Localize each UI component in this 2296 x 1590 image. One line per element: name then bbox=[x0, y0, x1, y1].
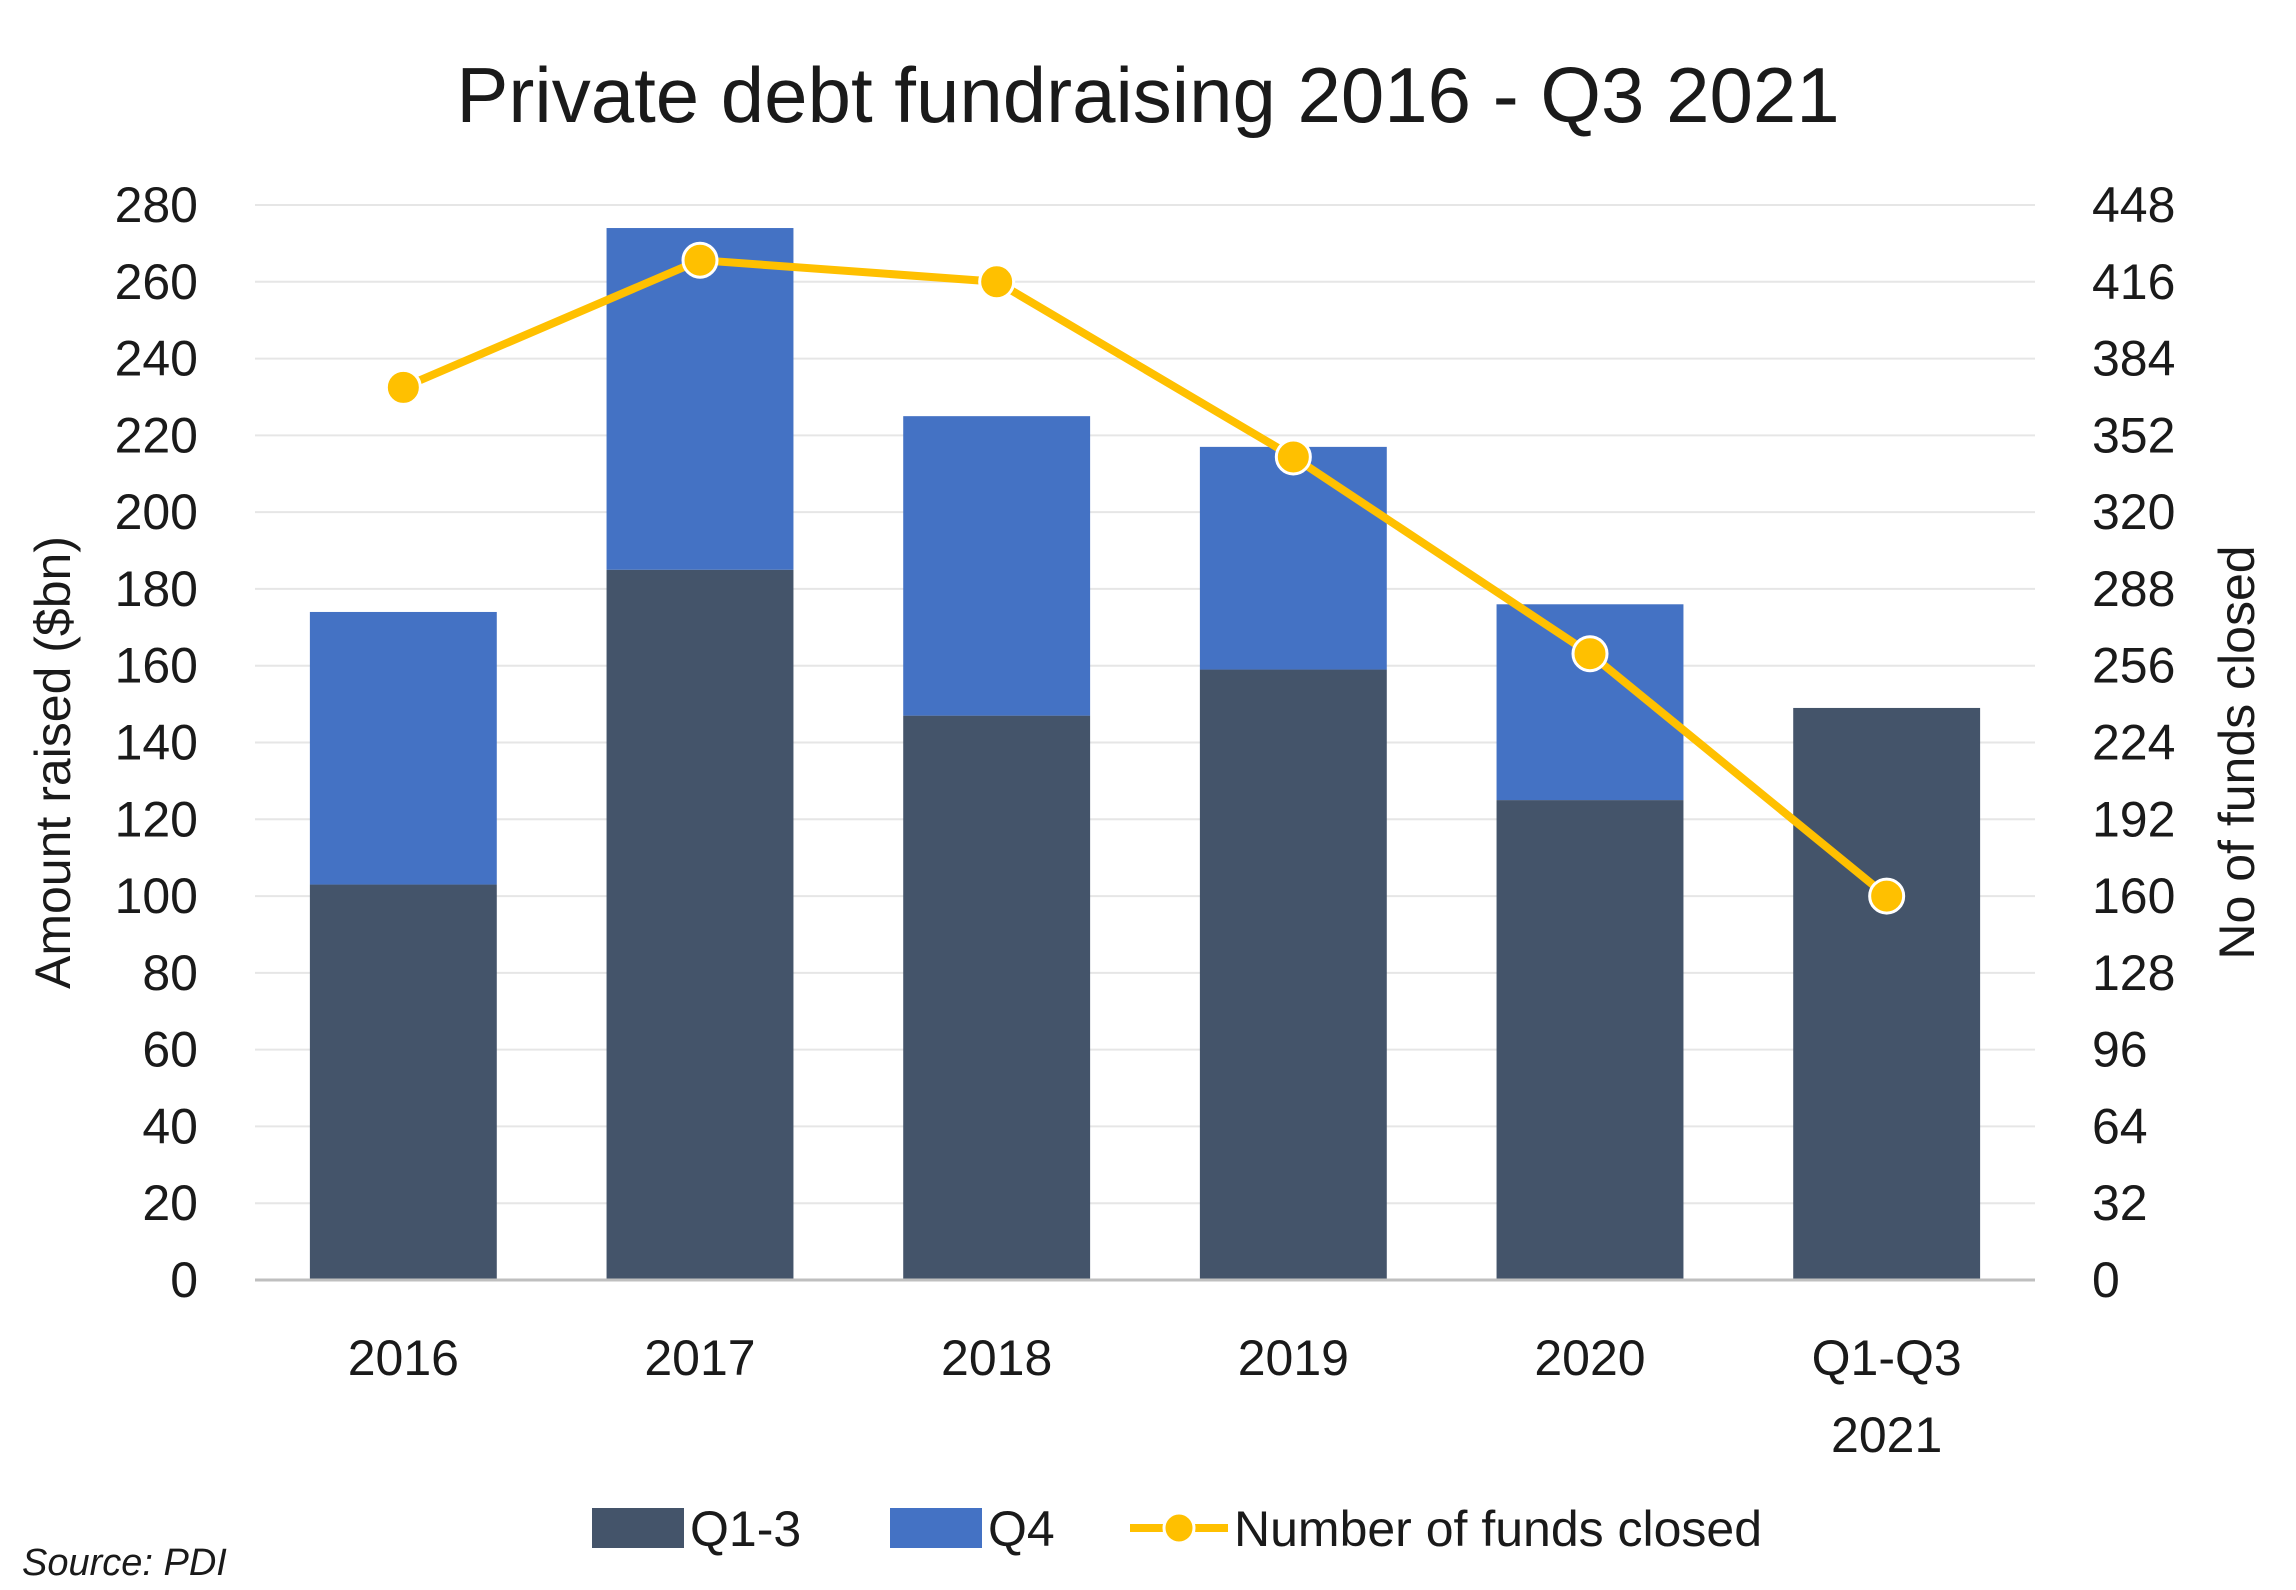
y-right-tick-label: 320 bbox=[2092, 484, 2175, 540]
y-right-tick-label: 448 bbox=[2092, 177, 2175, 233]
y-right-tick-label: 384 bbox=[2092, 331, 2175, 387]
bar-q1-3 bbox=[1199, 669, 1387, 1280]
legend-label-q1-3: Q1-3 bbox=[690, 1501, 801, 1557]
y-left-tick-label: 40 bbox=[142, 1098, 198, 1154]
y-left-tick-label: 60 bbox=[142, 1022, 198, 1078]
y-right-tick-label: 128 bbox=[2092, 945, 2175, 1001]
bar-q4 bbox=[606, 228, 794, 570]
y-right-tick-label: 0 bbox=[2092, 1252, 2120, 1308]
legend-swatch-q4 bbox=[890, 1508, 982, 1548]
funds-closed-point bbox=[1571, 635, 1609, 673]
bar-q4 bbox=[1199, 446, 1387, 670]
y-left-tick-label: 140 bbox=[115, 715, 198, 771]
y-left-tick-label: 220 bbox=[115, 407, 198, 463]
y-right-tick-label: 352 bbox=[2092, 407, 2175, 463]
y-left-tick-label: 80 bbox=[142, 945, 198, 1001]
x-tick-label: 2019 bbox=[1238, 1330, 1349, 1386]
y-left-tick-label: 120 bbox=[115, 791, 198, 847]
y-left-tick-label: 280 bbox=[115, 177, 198, 233]
y-left-tick-label: 200 bbox=[115, 484, 198, 540]
y-right-tick-label: 64 bbox=[2092, 1098, 2148, 1154]
x-tick-label: 2018 bbox=[941, 1330, 1052, 1386]
y-left-tick-label: 160 bbox=[115, 638, 198, 694]
funds-closed-point bbox=[1868, 877, 1906, 915]
legend: Q1-3 Q4 Number of funds closed bbox=[592, 1501, 1762, 1557]
bar-q4 bbox=[903, 416, 1091, 716]
legend-label-q4: Q4 bbox=[988, 1501, 1055, 1557]
right-axis-ticks: 0 32 64 96 128 160 192 224 256 288 320 352 384 416 448 bbox=[2092, 177, 2175, 1308]
legend-label-funds-closed: Number of funds closed bbox=[1234, 1501, 1762, 1557]
y-left-tick-label: 240 bbox=[115, 331, 198, 387]
line-series bbox=[384, 241, 1906, 915]
y-left-tick-label: 0 bbox=[170, 1252, 198, 1308]
y-left-tick-label: 180 bbox=[115, 561, 198, 617]
bar-q1-3 bbox=[903, 715, 1091, 1280]
y-right-tick-label: 96 bbox=[2092, 1022, 2148, 1078]
bars bbox=[309, 228, 1981, 1280]
x-tick-label: 2021 bbox=[1831, 1407, 1942, 1463]
y-right-tick-label: 256 bbox=[2092, 638, 2175, 694]
x-axis-ticks: 2016 2017 2018 2019 2020 Q1-Q3 2021 bbox=[348, 1330, 1962, 1463]
x-tick-label: Q1-Q3 bbox=[1812, 1330, 1962, 1386]
y-right-tick-label: 288 bbox=[2092, 561, 2175, 617]
y-right-tick-label: 224 bbox=[2092, 715, 2175, 771]
source-note: Source: PDI bbox=[22, 1542, 227, 1584]
left-axis-ticks: 0 20 40 60 80 100 120 140 160 180 200 220 240 260 280 bbox=[115, 177, 198, 1308]
x-tick-label: 2016 bbox=[348, 1330, 459, 1386]
x-tick-label: 2020 bbox=[1534, 1330, 1645, 1386]
funds-closed-point bbox=[681, 241, 719, 279]
funds-closed-point bbox=[978, 263, 1016, 301]
bar-q1-3 bbox=[1793, 707, 1981, 1280]
y-left-tick-label: 100 bbox=[115, 868, 198, 924]
y-left-tick-label: 20 bbox=[142, 1175, 198, 1231]
y-right-tick-label: 160 bbox=[2092, 868, 2175, 924]
legend-swatch-q1-3 bbox=[592, 1508, 684, 1548]
bar-q4 bbox=[309, 611, 497, 885]
y-left-tick-label: 260 bbox=[115, 254, 198, 310]
funds-closed-line bbox=[401, 256, 1890, 900]
y-right-tick-label: 32 bbox=[2092, 1175, 2148, 1231]
bar-q1-3 bbox=[1496, 800, 1684, 1280]
bar-q1-3 bbox=[606, 569, 794, 1280]
x-tick-label: 2017 bbox=[644, 1330, 755, 1386]
y-axis-left-title: Amount raised ($bn) bbox=[25, 536, 81, 989]
gridlines bbox=[255, 204, 2035, 1205]
legend-swatch-point bbox=[1162, 1511, 1196, 1545]
funds-closed-point bbox=[384, 368, 422, 406]
chart-title: Private debt fundraising 2016 - Q3 2021 bbox=[456, 51, 1839, 139]
funds-closed-point bbox=[1274, 438, 1312, 476]
y-right-tick-label: 192 bbox=[2092, 791, 2175, 847]
y-right-tick-label: 416 bbox=[2092, 254, 2175, 310]
bar-q1-3 bbox=[309, 884, 497, 1280]
y-axis-right-title: No of funds closed bbox=[2209, 545, 2265, 959]
